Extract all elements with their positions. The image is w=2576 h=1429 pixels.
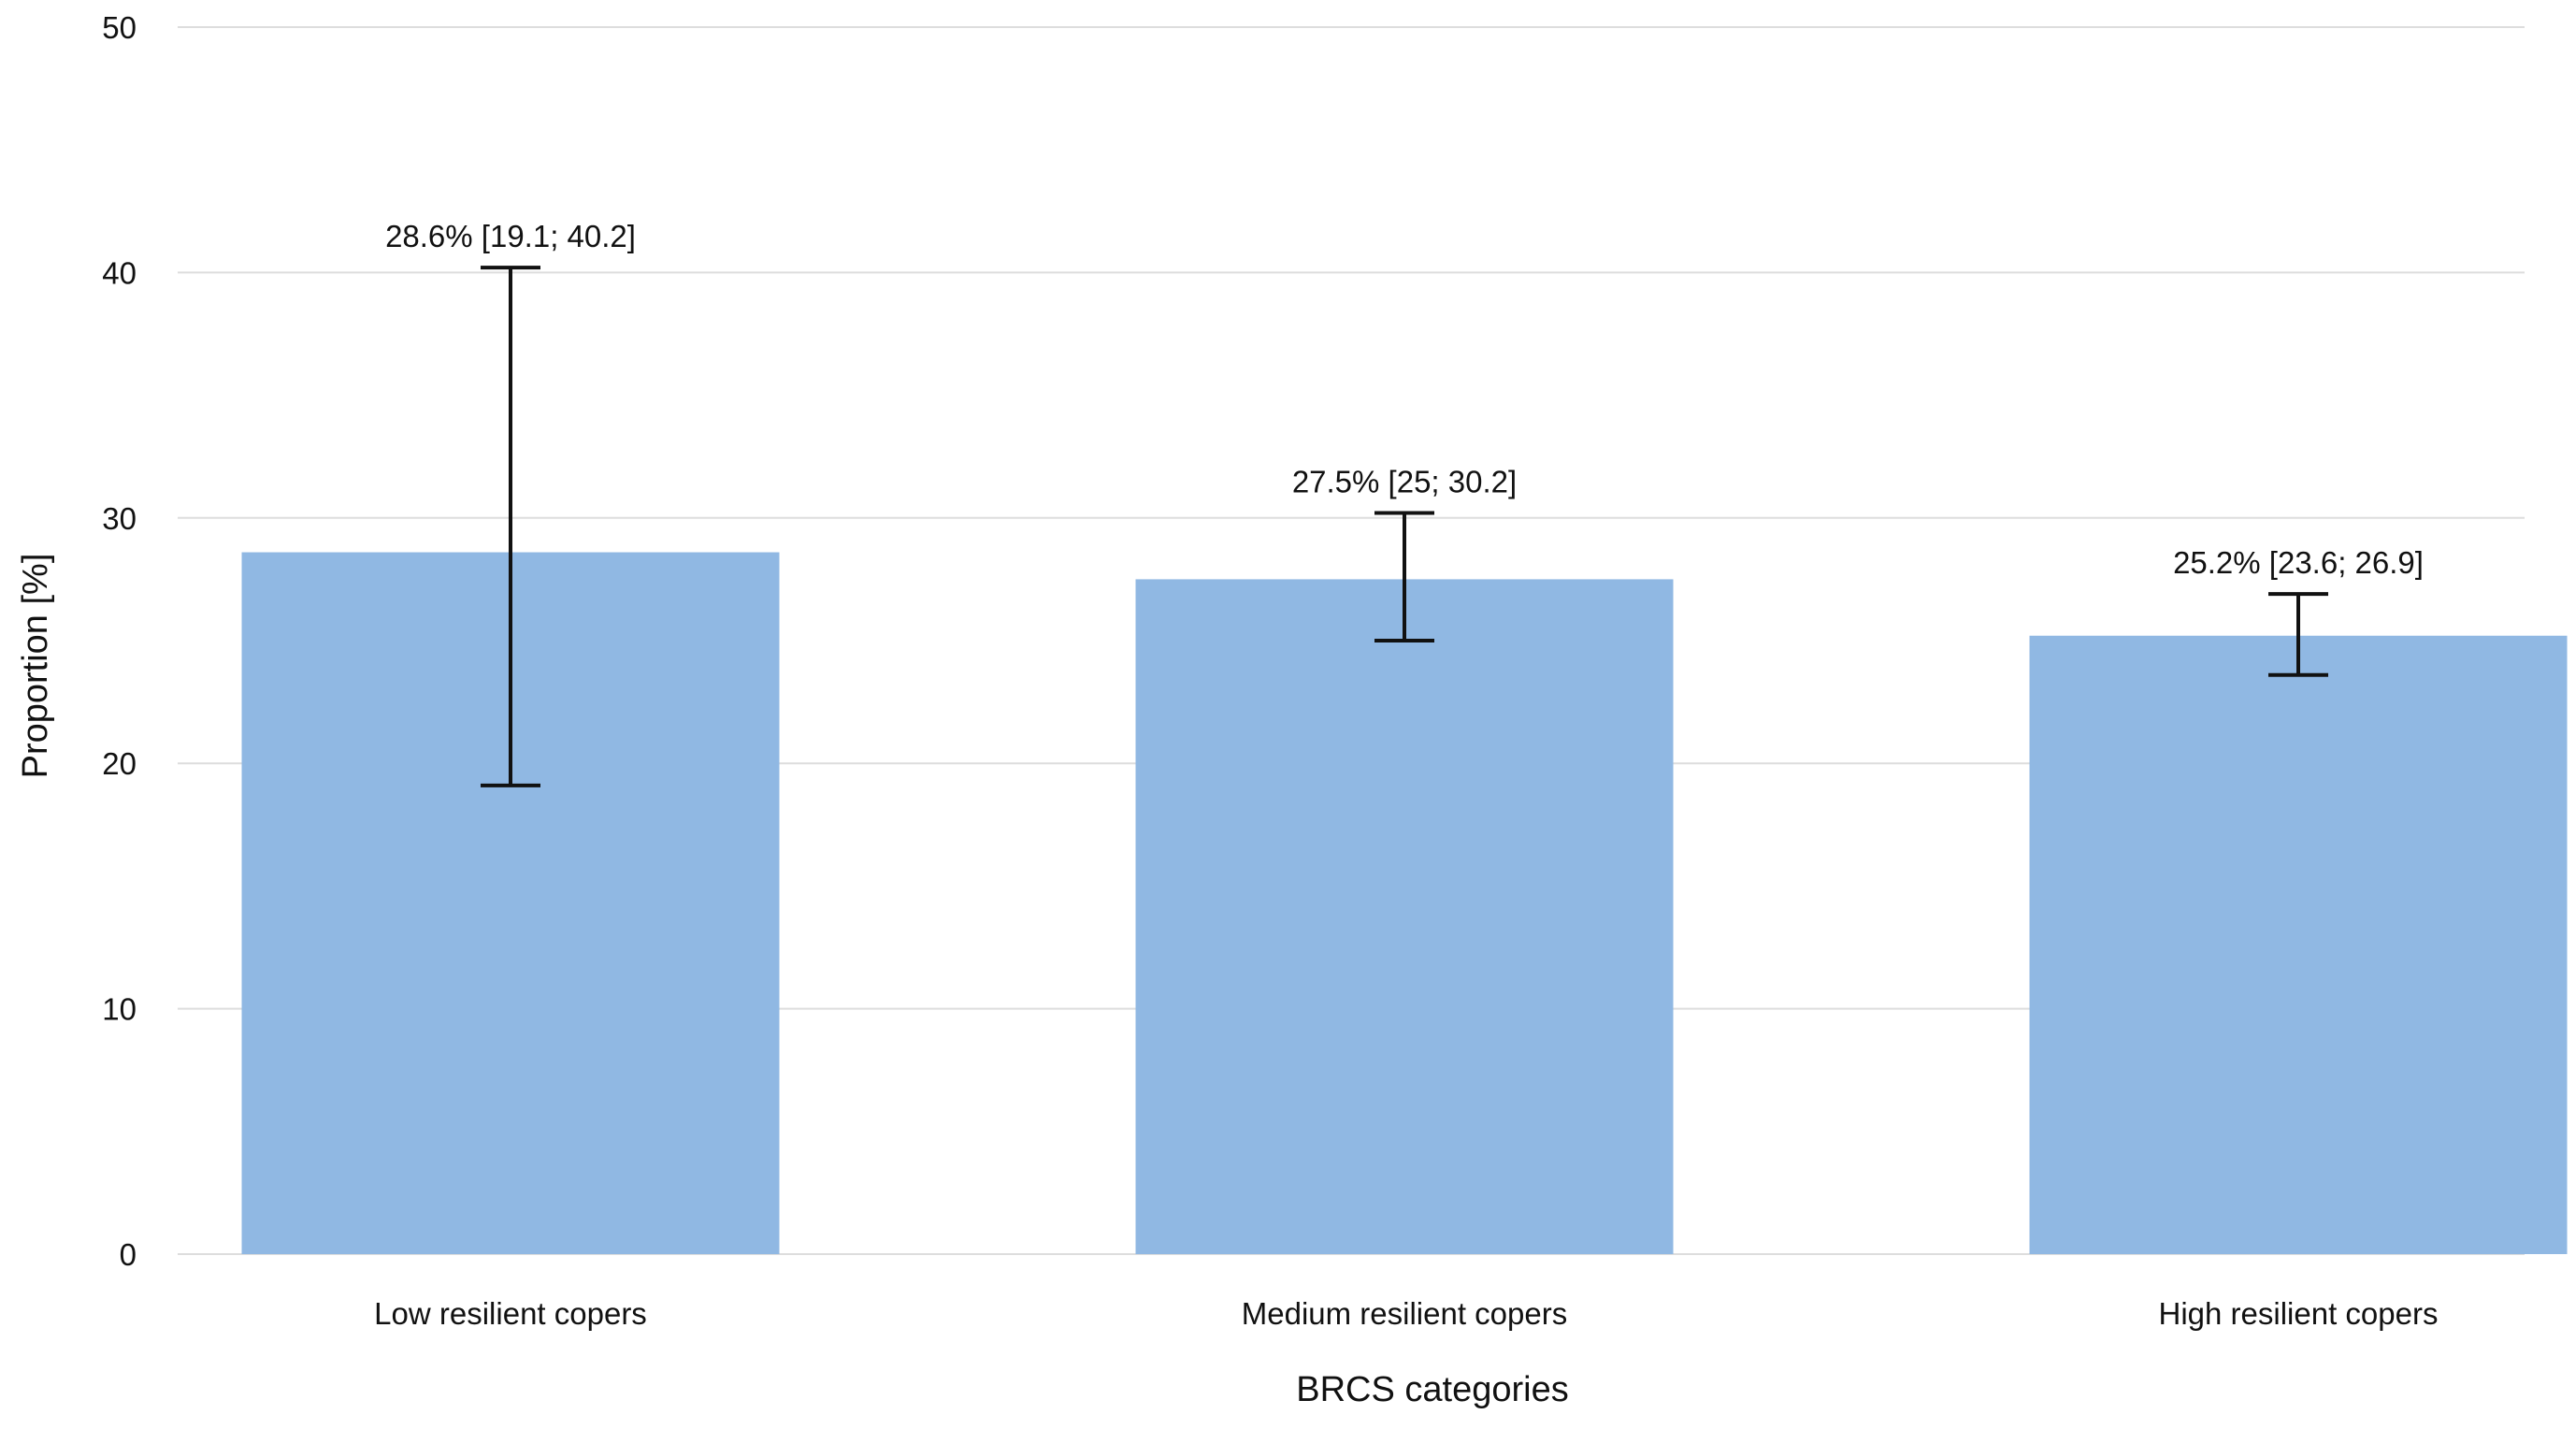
error-bar xyxy=(1374,511,1434,642)
y-tick-label: 30 xyxy=(102,501,137,536)
y-tick-label: 0 xyxy=(120,1237,137,1272)
x-axis-categories: Low resilient copers Medium resilient cop… xyxy=(374,1296,2438,1331)
y-tick-label: 40 xyxy=(102,255,137,290)
x-category-label: High resilient copers xyxy=(2159,1296,2439,1331)
y-tick-label: 20 xyxy=(102,746,137,781)
bar xyxy=(1135,579,1674,1254)
error-bar xyxy=(481,266,540,787)
data-label: 28.6% [19.1; 40.2] xyxy=(385,219,636,253)
data-label: 25.2% [23.6; 26.9] xyxy=(2173,545,2424,580)
y-tick-label: 50 xyxy=(102,10,137,45)
y-tick-label: 10 xyxy=(102,992,137,1027)
y-axis-title: Proportion [%] xyxy=(16,554,55,779)
error-bars xyxy=(481,266,2328,787)
x-axis-title: BRCS categories xyxy=(1296,1370,1568,1409)
bars xyxy=(241,552,2568,1254)
bar xyxy=(2029,635,2568,1254)
x-category-label: Low resilient copers xyxy=(374,1296,647,1331)
y-axis-ticks: 0 10 20 30 40 50 xyxy=(102,10,137,1272)
data-label: 27.5% [25; 30.2] xyxy=(1292,465,1517,499)
error-bar xyxy=(2268,592,2328,677)
data-labels: 28.6% [19.1; 40.2] 27.5% [25; 30.2] 25.2% … xyxy=(385,219,2424,580)
x-category-label: Medium resilient copers xyxy=(1242,1296,1567,1331)
